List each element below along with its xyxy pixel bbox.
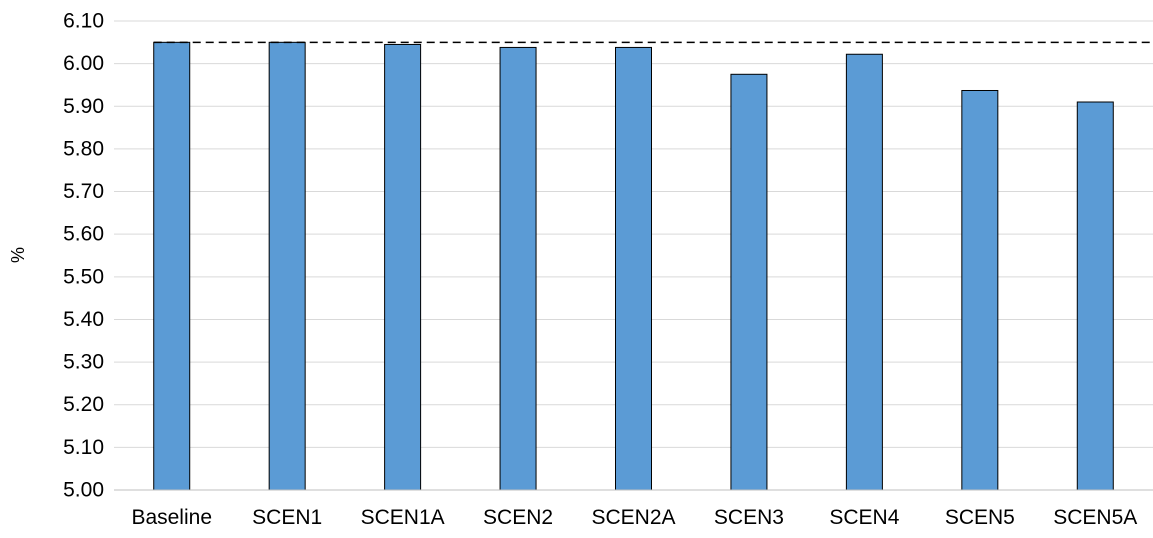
- x-tick-label: SCEN2: [483, 506, 553, 529]
- bar-scen2a: [615, 46, 652, 491]
- y-tick-label: 6.00: [63, 52, 104, 75]
- x-tick-label: Baseline: [131, 506, 212, 529]
- y-tick-label: 5.30: [63, 351, 104, 374]
- x-tick-label: SCEN1A: [361, 506, 445, 529]
- y-tick-label: 6.10: [63, 10, 104, 33]
- x-tick-label: SCEN1: [252, 506, 322, 529]
- bar-scen2: [499, 46, 537, 491]
- bars: [153, 41, 1114, 491]
- bar-baseline: [153, 41, 191, 491]
- y-tick-label: 5.70: [63, 180, 104, 203]
- bar-scen1a: [384, 43, 422, 491]
- x-tick-label: SCEN3: [714, 506, 784, 529]
- y-axis-tick-labels: 5.00 5.10 5.20 5.30 5.40 5.50 5.60 5.70 5.80 5.90…: [63, 10, 104, 502]
- y-axis-title: %: [8, 247, 28, 263]
- bar-scen4: [845, 53, 883, 491]
- y-tick-label: 5.10: [63, 436, 104, 459]
- y-tick-label: 5.60: [63, 223, 104, 246]
- bar-scen5a: [1076, 101, 1114, 491]
- x-tick-label: SCEN2A: [591, 506, 675, 529]
- bar-scen5: [961, 89, 999, 491]
- y-tick-label: 5.90: [63, 95, 104, 118]
- x-tick-label: SCEN5: [945, 506, 1015, 529]
- y-tick-label: 5.50: [63, 265, 104, 288]
- x-tick-label: SCEN5A: [1053, 506, 1137, 529]
- bar-scen3: [730, 73, 768, 491]
- bar-scen1: [268, 41, 306, 491]
- x-tick-label: SCEN4: [829, 506, 899, 529]
- y-tick-label: 5.40: [63, 308, 104, 331]
- y-tick-label: 5.00: [63, 479, 104, 502]
- y-tick-label: 5.80: [63, 137, 104, 160]
- y-tick-label: 5.20: [63, 393, 104, 416]
- x-axis-tick-labels: Baseline SCEN1 SCEN1A SCEN2 SCEN2A SCEN3 SCEN4…: [131, 506, 1137, 529]
